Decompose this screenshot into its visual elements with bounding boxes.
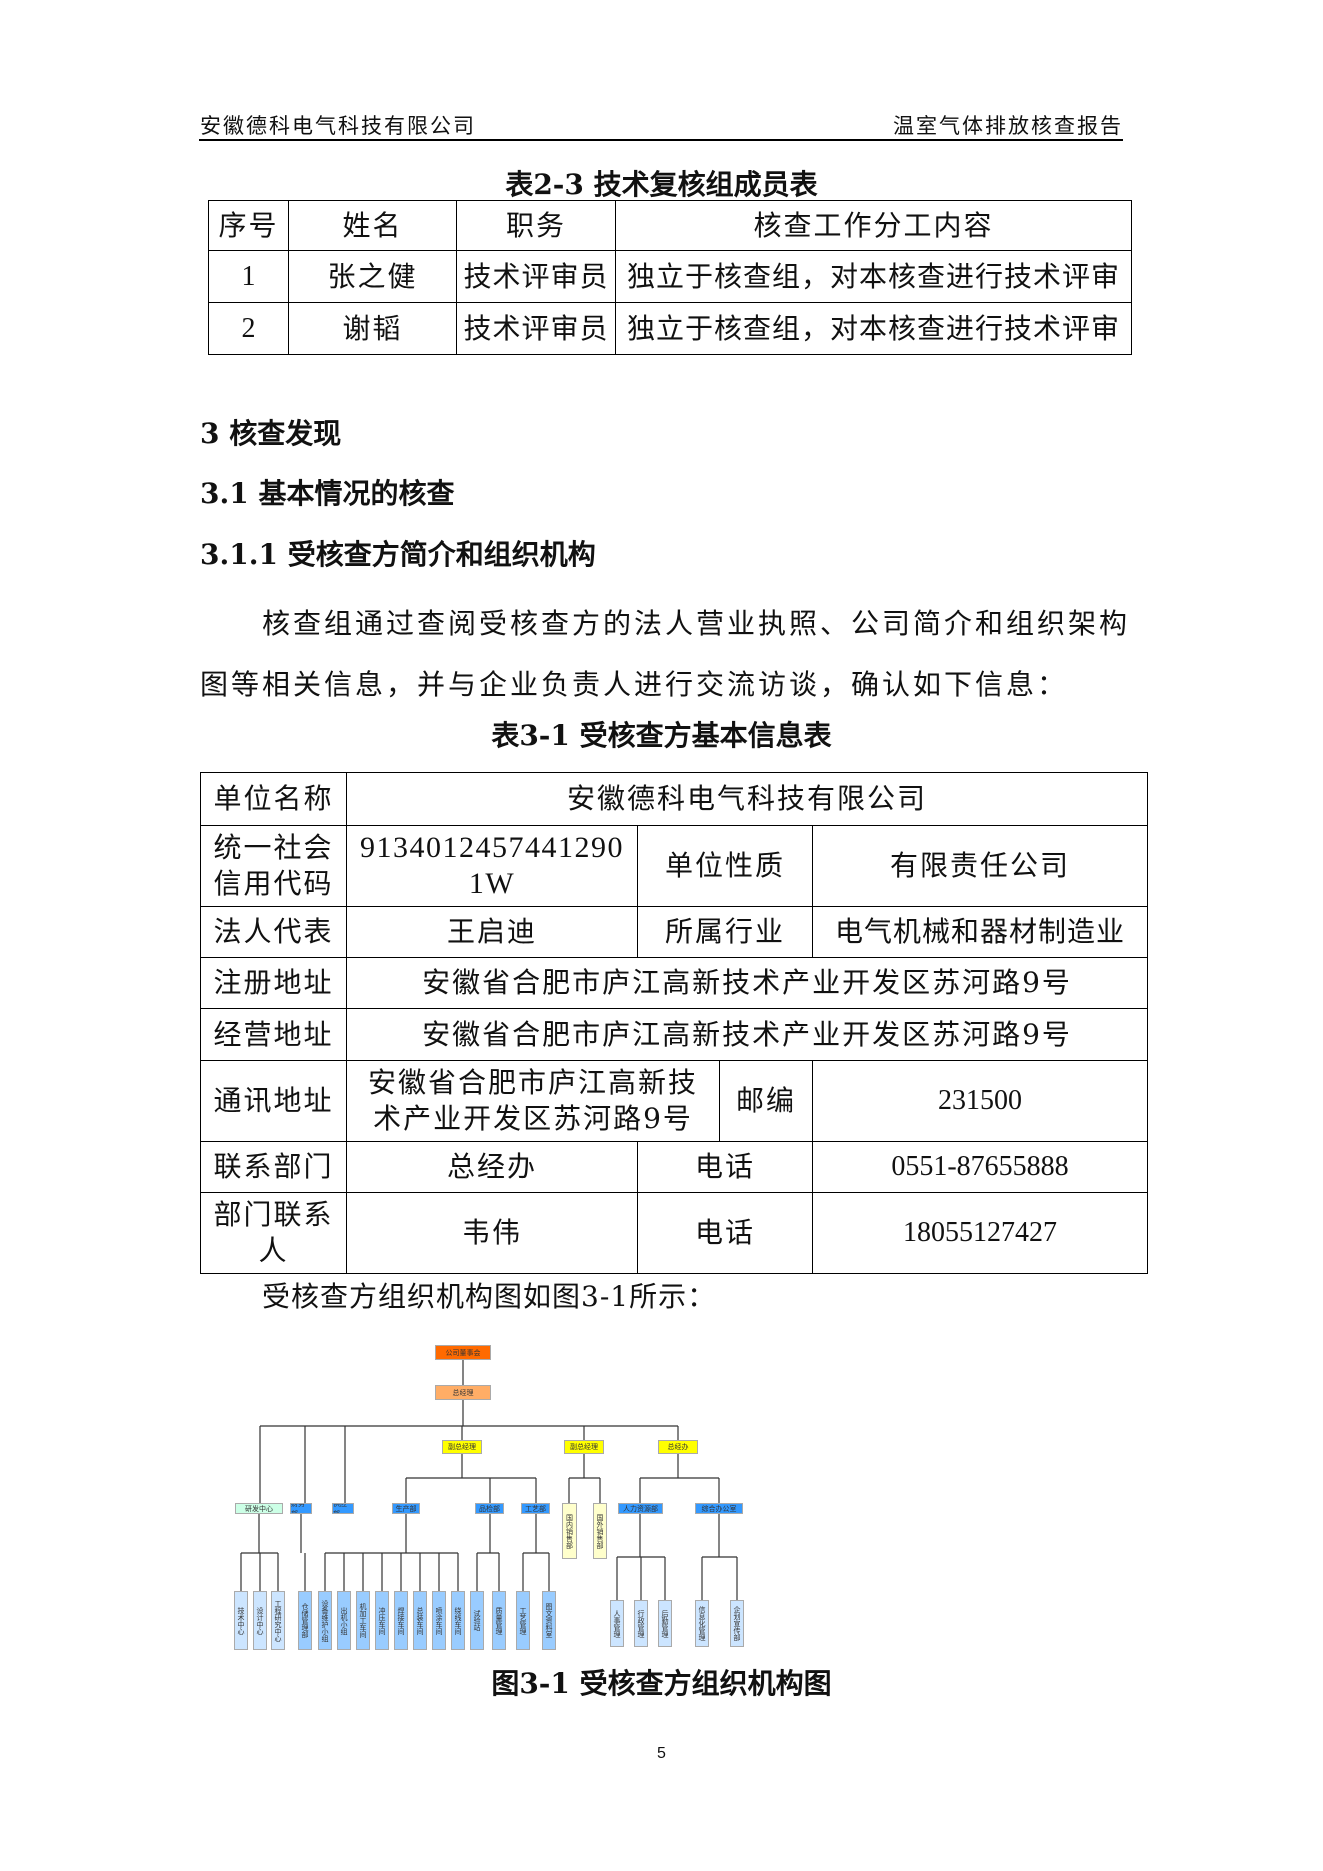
value-cell: 安徽德科电气科技有限公司	[346, 772, 1148, 826]
org-node: 副总经理	[442, 1440, 482, 1454]
paragraph: 受核查方组织机构图如图3-1所示：	[262, 1280, 717, 1313]
cell: 谢韬	[288, 302, 457, 355]
cell: 张之健	[288, 250, 457, 303]
table-row: 部门联系人 韦伟 电话 18055127427	[200, 1192, 1148, 1274]
org-node: 质量管理	[492, 1591, 506, 1650]
org-node: 品检部	[475, 1503, 504, 1514]
org-node: 行政管理	[634, 1600, 648, 1647]
org-node: 人事管理	[610, 1600, 624, 1647]
org-node: 公司董事会	[435, 1345, 491, 1360]
org-node: 信息化管理	[695, 1600, 709, 1647]
header-rule	[199, 139, 1123, 141]
org-node: 总经办	[658, 1440, 698, 1454]
label-cell: 通讯地址	[200, 1060, 347, 1142]
cell: 技术评审员	[456, 302, 616, 355]
value-cell: 总经办	[346, 1141, 638, 1193]
org-node: 机加工车间	[356, 1591, 370, 1650]
col-header: 核查工作分工内容	[615, 200, 1132, 251]
org-node: 焊接车间	[394, 1591, 408, 1650]
table-row: 单位名称 安徽德科电气科技有限公司	[200, 772, 1148, 826]
label-cell: 统一社会信用代码	[200, 825, 347, 907]
header-company: 安徽德科电气科技有限公司	[200, 114, 476, 138]
org-node: 喷涂车间	[432, 1591, 446, 1650]
org-node: 副总经理	[564, 1440, 604, 1454]
org-node: 综合办公室	[695, 1503, 743, 1514]
org-node: 冲压车间	[375, 1591, 389, 1650]
org-node: 工艺部	[521, 1503, 550, 1514]
cell: 2	[208, 302, 289, 355]
table-3-1-caption: 表3-1 受核查方基本信息表	[491, 719, 832, 752]
org-node: 生产部	[392, 1503, 420, 1514]
org-node: 试验站	[470, 1591, 484, 1650]
org-node: 研发中心	[235, 1503, 283, 1514]
label-cell: 法人代表	[200, 906, 347, 958]
section-heading-3-1: 3.1 基本情况的核查	[200, 477, 455, 510]
label-cell: 注册地址	[200, 957, 347, 1009]
header-report-title: 温室气体排放核查报告	[893, 114, 1123, 138]
org-node: 总装车间	[413, 1591, 427, 1650]
org-node: 国内销售部	[562, 1503, 577, 1559]
org-node: 总经理	[435, 1385, 491, 1400]
org-node: 人力资源部	[618, 1503, 663, 1514]
org-node: 工程研究中心	[271, 1591, 285, 1650]
org-node: 国外销售部	[593, 1503, 607, 1559]
org-node: 设计中心	[253, 1591, 267, 1650]
page-number: 5	[657, 1745, 666, 1762]
table-row: 统一社会信用代码 91340124574412901W 单位性质 有限责任公司	[200, 825, 1148, 907]
label-cell: 部门联系人	[200, 1192, 347, 1274]
value-cell: 有限责任公司	[812, 825, 1148, 907]
table-row: 联系部门 总经办 电话 0551-87655888	[200, 1141, 1148, 1193]
table-row: 通讯地址 安徽省合肥市庐江高新技术产业开发区苏河路9号 邮编 231500	[200, 1060, 1148, 1142]
org-node: 图文资料室	[542, 1591, 556, 1650]
table-row: 注册地址 安徽省合肥市庐江高新技术产业开发区苏河路9号	[200, 957, 1148, 1009]
org-node: 后勤管理	[658, 1600, 672, 1647]
value-cell: 18055127427	[812, 1192, 1148, 1274]
org-node: 仓储管理部	[298, 1591, 312, 1650]
table-row: 2 谢韬 技术评审员 独立于核查组，对本核查进行技术评审	[208, 302, 1132, 355]
org-node: 绕线车间	[451, 1591, 465, 1650]
label-cell: 联系部门	[200, 1141, 347, 1193]
org-node: 出机小组	[337, 1591, 351, 1650]
cell: 1	[208, 250, 289, 303]
org-node: 财务部	[290, 1503, 312, 1514]
org-node: 企划宣传部	[730, 1600, 744, 1647]
value-cell: 0551-87655888	[812, 1141, 1148, 1193]
section-heading-3: 3 核查发现	[200, 417, 342, 450]
value-cell: 231500	[812, 1060, 1148, 1142]
value-cell: 安徽省合肥市庐江高新技术产业开发区苏河路9号	[346, 957, 1148, 1009]
cell: 独立于核查组，对本核查进行技术评审	[615, 302, 1132, 355]
value-cell: 安徽省合肥市庐江高新技术产业开发区苏河路9号	[346, 1060, 720, 1142]
paragraph: 核查组通过查阅受核查方的法人营业执照、公司简介和组织架构图等相关信息，并与企业负…	[200, 607, 1131, 701]
section-heading-3-1-1: 3.1.1 受核查方简介和组织机构	[200, 538, 596, 571]
table-2-3-caption: 表2-3 技术复核组成员表	[505, 168, 818, 201]
org-node: 设备维护小组	[318, 1591, 332, 1650]
label-cell: 单位名称	[200, 772, 347, 826]
table-header-row: 序号 姓名 职务 核查工作分工内容	[208, 200, 1132, 251]
figure-caption: 图3-1 受核查方组织机构图	[491, 1667, 832, 1700]
cell: 技术评审员	[456, 250, 616, 303]
table-3-1: 单位名称 安徽德科电气科技有限公司 统一社会信用代码 9134012457441…	[200, 772, 1148, 1274]
org-node: 技术中心	[234, 1591, 248, 1650]
table-2-3: 序号 姓名 职务 核查工作分工内容 1 张之健 技术评审员 独立于核查组，对本核…	[208, 200, 1132, 355]
org-node: 供应部	[332, 1503, 354, 1514]
label-cell: 电话	[637, 1192, 813, 1274]
value-cell: 韦伟	[346, 1192, 638, 1274]
label-cell: 经营地址	[200, 1008, 347, 1061]
org-node: 工艺管理	[516, 1591, 530, 1650]
label-cell: 邮编	[719, 1060, 813, 1142]
